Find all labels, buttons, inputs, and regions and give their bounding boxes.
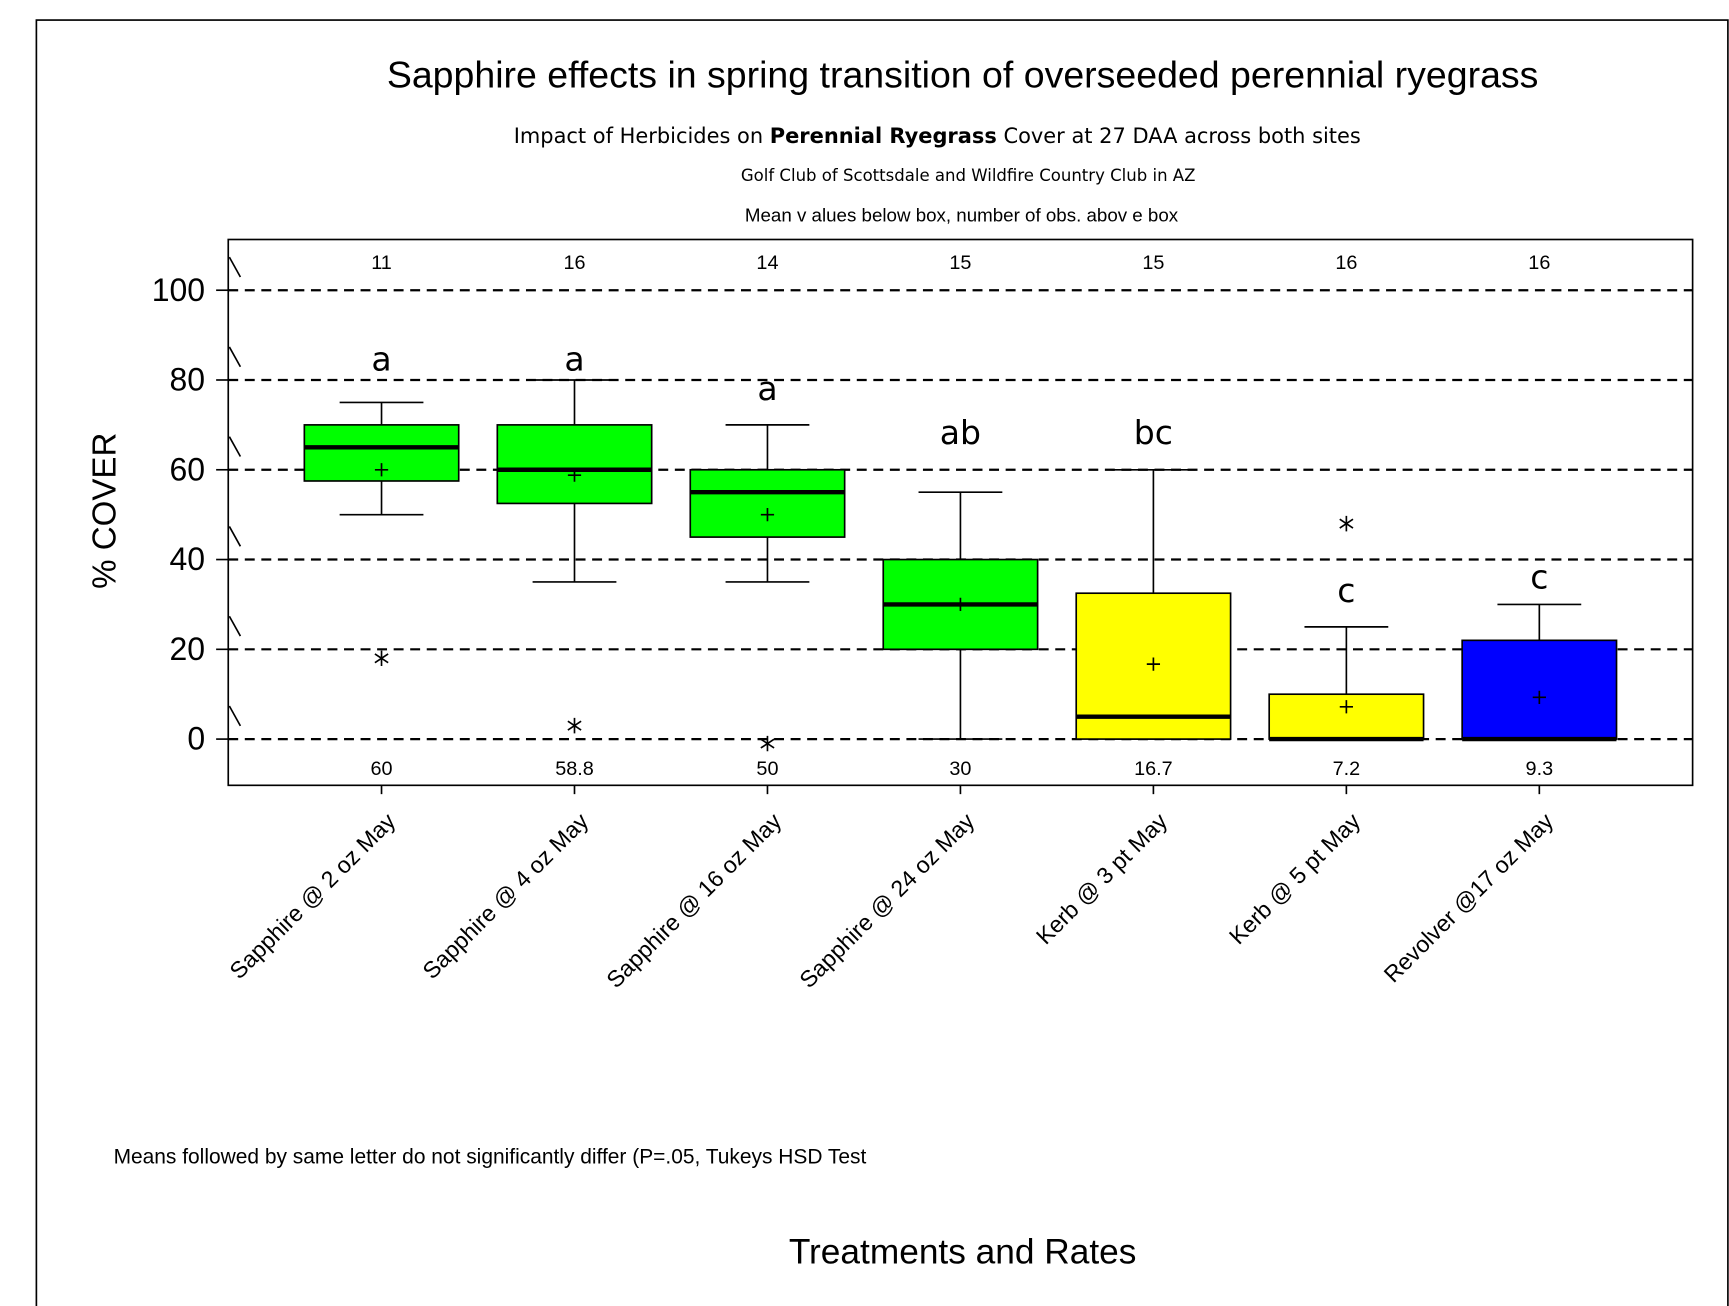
x-tick-label: Kerb @ 5 pt May bbox=[1224, 808, 1366, 950]
axis-break bbox=[228, 346, 242, 368]
obs-count: 16 bbox=[1528, 252, 1550, 274]
subtitle-part: Cover at 27 DAA across both sites bbox=[997, 124, 1361, 148]
outer-border bbox=[35, 19, 1729, 1306]
outlier bbox=[1339, 515, 1354, 532]
y-tick-label: 80 bbox=[170, 362, 206, 398]
x-tick-label: Sapphire @ 24 oz May bbox=[794, 808, 979, 993]
x-tick-label: Sapphire @ 4 oz May bbox=[417, 808, 593, 984]
axis-break bbox=[228, 705, 242, 727]
mean-label: 16.7 bbox=[1134, 758, 1173, 780]
axis-break bbox=[228, 256, 242, 278]
mean-marker bbox=[1339, 700, 1353, 714]
chart-subtitle3: Mean v alues below box, number of obs. a… bbox=[745, 204, 1179, 225]
x-tick-label: Sapphire @ 2 oz May bbox=[224, 808, 400, 984]
obs-count: 11 bbox=[371, 252, 392, 274]
obs-count: 16 bbox=[1335, 252, 1357, 274]
obs-count: 15 bbox=[1142, 252, 1164, 274]
mean-marker bbox=[953, 597, 968, 612]
y-tick-label: 40 bbox=[170, 541, 206, 577]
group-letter: a bbox=[371, 339, 391, 378]
mean-marker bbox=[1146, 657, 1161, 671]
mean-label: 60 bbox=[370, 758, 392, 780]
chart-title: Sapphire effects in spring transition of… bbox=[387, 53, 1539, 95]
box bbox=[689, 468, 846, 538]
y-tick-label: 60 bbox=[170, 451, 206, 487]
obs-count: 15 bbox=[949, 252, 971, 274]
group-letter: ab bbox=[940, 413, 981, 452]
mean-label: 30 bbox=[949, 758, 971, 780]
chart-subtitle: Impact of Herbicides on Perennial Ryegra… bbox=[514, 124, 1361, 148]
chart-subtitle2: Golf Club of Scottsdale and Wildfire Cou… bbox=[741, 166, 1196, 185]
mean-marker bbox=[567, 468, 582, 482]
x-axis-label: Treatments and Rates bbox=[789, 1232, 1137, 1271]
group-letter: c bbox=[1337, 571, 1355, 610]
y-tick-label: 20 bbox=[170, 631, 206, 667]
x-tick-label: Revolver @17 oz May bbox=[1379, 808, 1559, 988]
mean-marker bbox=[1532, 690, 1546, 704]
group-letter: bc bbox=[1134, 413, 1173, 452]
x-tick-label: Kerb @ 3 pt May bbox=[1031, 808, 1173, 950]
group-letter: a bbox=[564, 339, 584, 378]
mean-marker bbox=[760, 508, 775, 522]
axis-break bbox=[228, 526, 242, 547]
outlier bbox=[374, 650, 389, 667]
footnote: Means followed by same letter do not sig… bbox=[114, 1146, 867, 1169]
y-tick-label: 100 bbox=[152, 272, 205, 308]
outlier bbox=[760, 735, 775, 752]
y-axis-label: % COVER bbox=[87, 433, 124, 589]
box bbox=[1461, 639, 1618, 740]
mean-label: 9.3 bbox=[1526, 758, 1554, 780]
mean-marker bbox=[374, 463, 389, 477]
subtitle-bold: Perennial Ryegrass bbox=[770, 124, 997, 148]
axis-break bbox=[228, 436, 242, 457]
obs-count: 14 bbox=[756, 252, 778, 274]
outlier bbox=[567, 717, 582, 734]
axis-break bbox=[228, 615, 242, 637]
box bbox=[496, 424, 653, 505]
group-letter: c bbox=[1530, 558, 1548, 597]
y-tick-label: 0 bbox=[187, 721, 205, 757]
obs-count: 16 bbox=[563, 252, 585, 274]
mean-label: 58.8 bbox=[555, 758, 594, 780]
subtitle-part: Impact of Herbicides on bbox=[514, 124, 770, 148]
group-letter: a bbox=[757, 369, 777, 408]
x-tick-label: Sapphire @ 16 oz May bbox=[601, 808, 786, 993]
mean-label: 7.2 bbox=[1333, 758, 1361, 780]
mean-label: 50 bbox=[756, 758, 778, 780]
